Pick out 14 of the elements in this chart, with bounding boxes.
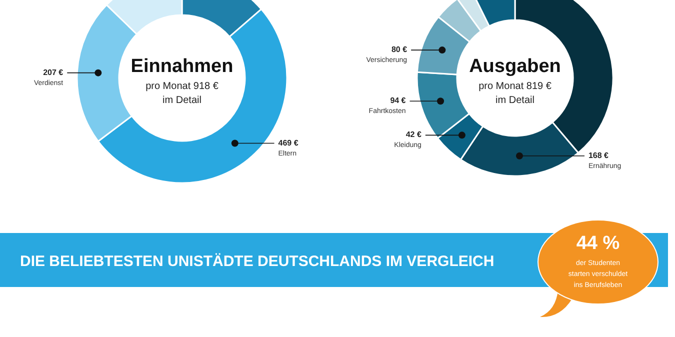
data-label: 80 € [391, 45, 408, 54]
text: im Detail [162, 95, 202, 106]
data-label: 94 € [390, 96, 406, 106]
text: pro Monat 819 € [478, 81, 552, 92]
text: 44 % [576, 233, 620, 254]
data-label: 207 € [43, 68, 64, 77]
text: im Detail [496, 95, 534, 106]
text: DIE BELIEBTESTEN UNISTÄDTE DEUTSCHLANDS IM VERGLEICH [20, 253, 494, 270]
text: Einnahmen [130, 56, 234, 77]
data-label: 168 € [588, 150, 610, 160]
text: pro Monat 918 € [146, 81, 219, 92]
data-label: 469 € [278, 138, 299, 148]
data-label: 42 € [406, 130, 422, 140]
text: Ausgaben [469, 56, 561, 77]
